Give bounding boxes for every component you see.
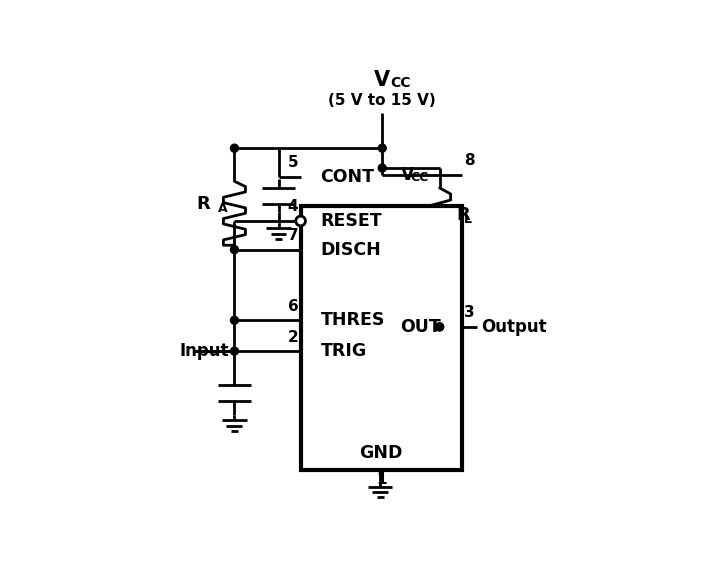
Text: RESET: RESET [320, 212, 382, 230]
Text: 5: 5 [288, 155, 298, 170]
Text: GND: GND [359, 444, 402, 462]
Text: 4: 4 [288, 199, 298, 214]
Text: 1: 1 [376, 473, 387, 488]
Text: DISCH: DISCH [320, 241, 381, 258]
Circle shape [378, 164, 386, 172]
Text: R: R [197, 195, 210, 213]
Text: 3: 3 [464, 305, 474, 320]
Text: CC: CC [410, 171, 428, 185]
Circle shape [436, 323, 444, 331]
Text: CC: CC [390, 76, 410, 91]
Text: A: A [217, 202, 228, 215]
Text: L: L [464, 213, 472, 226]
Circle shape [230, 246, 238, 254]
Circle shape [296, 216, 305, 226]
Text: R: R [456, 206, 470, 225]
Text: Output: Output [482, 318, 547, 336]
Text: 6: 6 [288, 299, 298, 313]
Text: 7: 7 [288, 228, 298, 243]
Text: 2: 2 [288, 329, 298, 344]
Text: TRIG: TRIG [320, 342, 366, 360]
Circle shape [378, 144, 386, 152]
Text: (5 V to 15 V): (5 V to 15 V) [328, 93, 436, 108]
Circle shape [230, 144, 238, 152]
Bar [301, 206, 462, 470]
Text: 8: 8 [464, 153, 474, 168]
Circle shape [230, 347, 238, 355]
Circle shape [230, 316, 238, 324]
Text: CONT: CONT [320, 168, 374, 186]
Text: V: V [400, 166, 414, 184]
Text: Input: Input [179, 342, 229, 360]
Text: THRES: THRES [320, 311, 385, 329]
Text: OUT: OUT [400, 318, 441, 336]
Circle shape [436, 323, 444, 331]
Text: V: V [374, 70, 390, 90]
